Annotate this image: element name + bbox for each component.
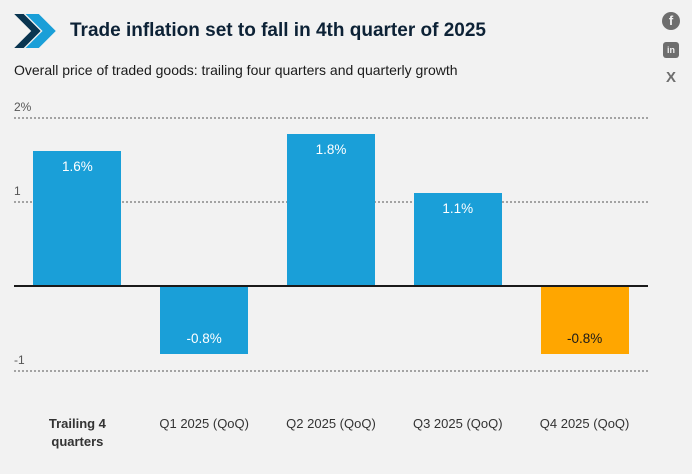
- x-tick-label-q1-2025-qoq: Q1 2025 (QoQ): [159, 416, 249, 431]
- x-tick-label-q4-2025-qoq: Q4 2025 (QoQ): [539, 416, 630, 431]
- bar-q1-2025-qoq[interactable]: -0.8%: [160, 285, 249, 354]
- bar-value-label: 1.6%: [62, 158, 93, 174]
- x-twitter-icon[interactable]: X: [665, 69, 676, 86]
- chart-subtitle: Overall price of traded goods: trailing …: [14, 62, 458, 78]
- x-axis-labels: Trailing 4 quarters Q1 2025 (QoQ) Q2 2025 …: [14, 415, 648, 450]
- bar-trailing-4-quarters[interactable]: 1.6%: [33, 150, 122, 286]
- bar-value-label: -0.8%: [186, 330, 222, 346]
- linkedin-icon[interactable]: in: [663, 42, 679, 58]
- bar-value-label: 1.8%: [315, 141, 347, 157]
- bar-value-label: 1.1%: [442, 200, 474, 216]
- gridline-2pct: [14, 116, 648, 119]
- social-share-bar: f in X: [662, 12, 680, 86]
- facebook-icon[interactable]: f: [662, 12, 680, 30]
- y-tick-label: -1: [14, 353, 25, 368]
- zero-baseline: [14, 284, 648, 287]
- y-tick-label: 1: [14, 184, 21, 199]
- chevron-logo-icon: [14, 14, 56, 48]
- bar-q4-2025-qoq[interactable]: -0.8%: [540, 285, 629, 354]
- bar-q2-2025-qoq[interactable]: 1.8%: [287, 133, 375, 286]
- chart-title: Trade inflation set to fall in 4th quart…: [70, 19, 486, 41]
- bar-value-label: -0.8%: [566, 330, 603, 346]
- gridline-neg1: [14, 370, 648, 373]
- x-tick-label-q2-2025-qoq: Q2 2025 (QoQ): [286, 416, 376, 431]
- x-tick-label-trailing-4-quarters: Trailing 4 quarters: [48, 416, 106, 449]
- y-tick-label: 2%: [14, 99, 32, 114]
- bar-q3-2025-qoq[interactable]: 1.1%: [413, 192, 502, 286]
- plot-area: 2% 1 -1 1.6% -0.8% 1.8% 1.1% -0.8%: [14, 100, 648, 400]
- x-tick-label-q3-2025-qoq: Q3 2025 (QoQ): [412, 416, 503, 431]
- header: Trade inflation set to fall in 4th quart…: [0, 0, 692, 48]
